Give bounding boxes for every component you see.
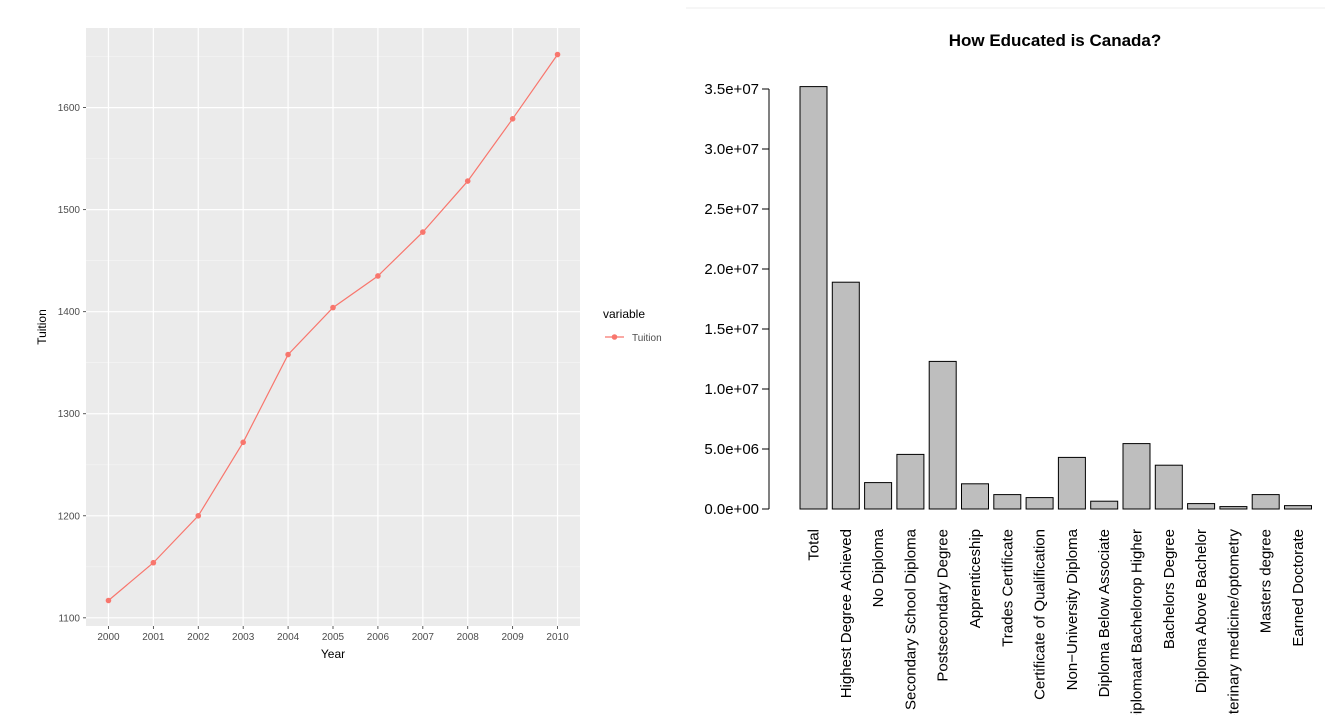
y-tick-label: 1300 <box>58 409 81 420</box>
category-label: Veterinary medicine/optometry <box>1225 529 1242 715</box>
bar-1 <box>831 281 860 510</box>
line-chart-x-axis: 2000 2001 2002 2003 2004 2005 2006 2007 2008 2009… <box>97 626 569 643</box>
category-label: No Diploma <box>870 528 887 607</box>
data-point <box>420 229 426 235</box>
line-y-axis-label: Tuition <box>35 309 49 345</box>
category-label: Non−University Diploma <box>1064 528 1081 690</box>
bar-y-tick-label: 0.0e+00 <box>704 501 759 518</box>
category-label: Trades Certificate <box>999 529 1016 647</box>
data-point <box>464 178 471 184</box>
bar-8 <box>1057 456 1086 510</box>
data-point <box>150 559 157 566</box>
y-tick-label: 1100 <box>58 613 80 624</box>
bar-14 <box>1251 494 1280 510</box>
bar-y-tick-label: 2.5e+07 <box>704 201 759 218</box>
x-tick-label: 2003 <box>232 632 255 643</box>
category-label: Bachelors Degree <box>1161 529 1178 649</box>
bar-15 <box>1284 505 1312 510</box>
data-point <box>105 597 112 604</box>
category-label: Apprenticeship <box>967 529 984 628</box>
x-tick-label: 2006 <box>367 632 390 643</box>
bar-y-tick-label: 5.0e+06 <box>704 441 759 458</box>
bar-y-tick-label: 1.0e+07 <box>704 381 759 398</box>
bar-7 <box>1025 497 1054 510</box>
category-label: Certificate of Qualification <box>1032 529 1049 700</box>
category-label: Secondary School Diploma <box>902 528 919 710</box>
category-label: Highest Degree Achieved <box>838 529 855 698</box>
legend-key-point <box>611 334 618 340</box>
bar-12 <box>1187 503 1216 510</box>
x-tick-label: 2000 <box>97 632 120 643</box>
category-label: Earned Doctorate <box>1290 529 1307 647</box>
line-chart-legend: variable Tuition <box>603 307 662 344</box>
x-tick-label: 2008 <box>457 632 480 643</box>
y-tick-label: 1600 <box>58 103 81 114</box>
bar-y-tick-label: 2.0e+07 <box>704 261 759 278</box>
bar-chart-title: How Educated is Canada? <box>949 31 1162 50</box>
data-point <box>509 116 516 122</box>
bar-chart-category-labels: Total Highest Degree Achieved No Diploma Se… <box>806 528 1308 715</box>
bar-2 <box>864 482 893 510</box>
y-tick-label: 1400 <box>58 307 81 318</box>
legend-entry-tuition: Tuition <box>632 333 662 344</box>
category-label: Diploma Above Bachelor <box>1193 529 1210 693</box>
x-tick-label: 2009 <box>502 632 525 643</box>
bar-5 <box>961 483 989 510</box>
bar-4 <box>928 360 957 510</box>
bar-13 <box>1219 506 1248 510</box>
category-label: Diplomaat Bachelorор Higher <box>1129 529 1146 715</box>
legend-title: variable <box>603 307 645 321</box>
bar-y-tick-label: 1.5e+07 <box>704 321 759 338</box>
education-bar-chart: How Educated is Canada? 0.0e+00 5.0e+06 1.… <box>704 31 1312 715</box>
x-tick-label: 2004 <box>277 632 300 643</box>
data-point <box>285 351 291 358</box>
data-point <box>330 304 336 311</box>
tuition-series <box>105 51 561 604</box>
y-tick-label: 1500 <box>58 205 81 216</box>
bar-11 <box>1154 464 1183 510</box>
category-label: Diploma Below Associate <box>1096 529 1113 697</box>
x-tick-label: 2007 <box>412 632 435 643</box>
line-chart-y-axis: 1100 1200 1300 1400 1500 1600 <box>58 103 86 624</box>
bar-3 <box>896 453 925 510</box>
bar-9 <box>1090 500 1119 510</box>
x-tick-label: 2001 <box>142 632 165 643</box>
bar-y-tick-label: 3.0e+07 <box>704 141 759 158</box>
bar-10 <box>1122 443 1151 510</box>
bar-chart-y-axis: 0.0e+00 5.0e+06 1.0e+07 1.5e+07 2.0e+07 2.5e+… <box>704 81 770 518</box>
data-point <box>554 51 561 58</box>
category-label: Total <box>806 529 823 561</box>
data-point <box>240 439 246 446</box>
x-tick-label: 2005 <box>322 632 345 643</box>
x-tick-label: 2002 <box>187 632 210 643</box>
category-label: Postsecondary Degree <box>935 529 952 682</box>
data-point <box>195 512 202 519</box>
bar-chart-bars <box>799 86 1312 510</box>
bar-0 <box>799 86 828 510</box>
data-point <box>375 273 381 279</box>
y-tick-label: 1200 <box>58 511 81 522</box>
line-chart-gridlines <box>86 28 580 626</box>
bar-y-tick-label: 3.5e+07 <box>704 81 759 98</box>
bar-6 <box>993 494 1022 510</box>
line-x-axis-label: Year <box>321 647 345 661</box>
x-tick-label: 2010 <box>546 632 569 643</box>
category-label: Masters degree <box>1258 529 1275 633</box>
